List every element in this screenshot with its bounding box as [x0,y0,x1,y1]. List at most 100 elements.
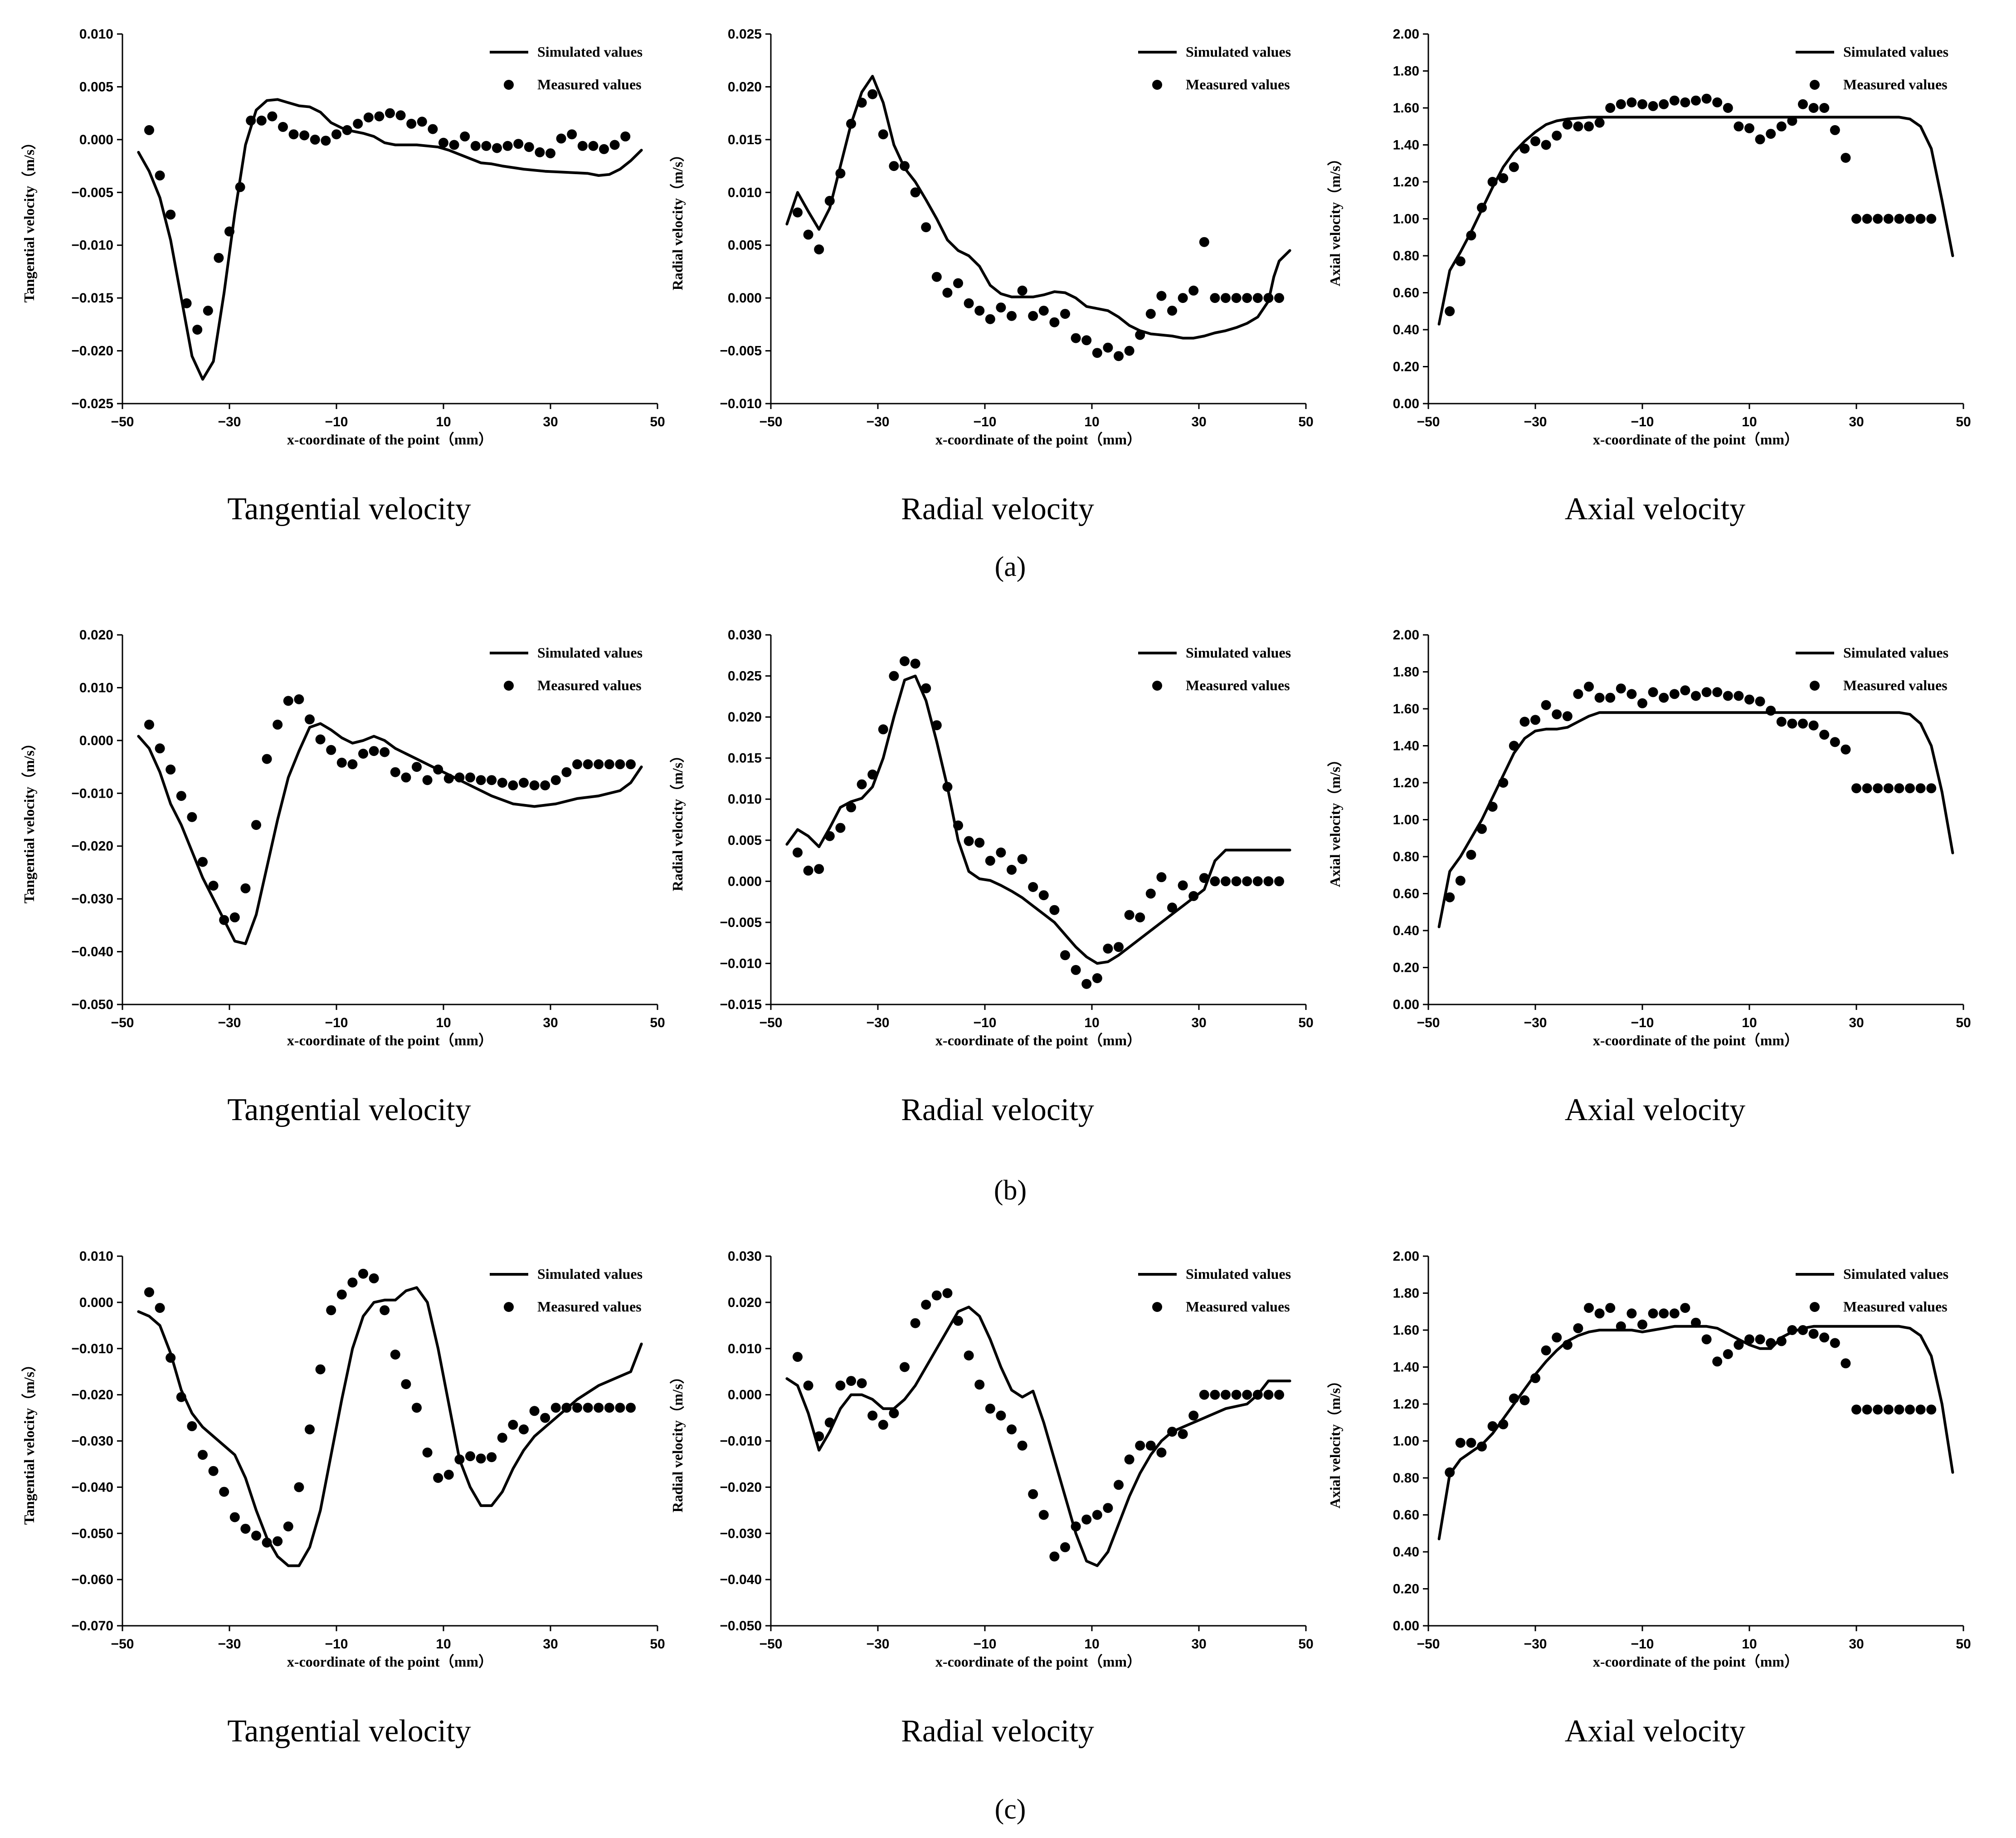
measured-point [144,125,154,135]
measured-point [1445,892,1455,902]
measured-point [931,272,942,282]
measured-point [1926,214,1937,224]
y-tick-label: 0.000 [728,874,762,889]
measured-point [1081,979,1092,989]
measured-point [803,865,813,876]
measured-point [1605,692,1616,703]
y-tick-label: 0.00 [1393,396,1419,411]
measured-point [433,764,443,775]
measured-point [310,134,320,145]
measured-point [1221,293,1231,303]
measured-point [1798,718,1808,729]
x-tick-label: 30 [1191,414,1206,429]
measured-point [857,98,867,108]
chart-b-axial: 0.00 0.20 0.40 0.60 0.80 1.00 1.20 1.40 1.60 1.80… [1327,628,1971,1127]
x-tick-label: 10 [1742,414,1757,429]
measured-point [1252,1389,1263,1400]
measured-point [1915,783,1926,794]
measured-point [513,139,524,149]
measured-point [1252,876,1263,887]
y-tick-label: 0.030 [728,1249,762,1264]
measured-point [1135,912,1145,922]
measured-point [1210,876,1220,887]
x-tick-label: −30 [867,414,890,429]
measured-point [1252,293,1263,303]
y-tick-label: 0.010 [728,792,762,807]
measured-point [262,1537,272,1548]
measured-point [1103,342,1113,353]
measured-point [1734,1340,1744,1350]
measured-point [443,1469,454,1480]
measured-point [374,111,385,122]
measured-point [176,1392,186,1402]
y-tick-label: −0.030 [720,1526,762,1541]
y-tick-label: 0.015 [728,132,762,147]
y-tick-label: 0.010 [728,1341,762,1356]
legend-simulated-label: Simulated values [1843,644,1948,661]
measured-point [857,1378,867,1389]
y-tick-label: 1.80 [1393,1286,1419,1301]
measured-point [583,759,593,770]
x-tick-label: 50 [650,1637,665,1652]
measured-point [294,1482,304,1492]
measured-point [1808,1329,1819,1339]
legend-point-swatch [1152,681,1162,691]
measured-point [1734,691,1744,701]
measured-point [1541,140,1551,150]
measured-point [363,112,374,122]
measured-point [1188,891,1199,901]
measured-point [1199,237,1209,247]
x-tick-label: −50 [111,1637,134,1652]
measured-point [1616,1321,1626,1331]
x-tick-label: 50 [1956,1637,1971,1652]
measured-point [385,108,395,118]
measured-point [1915,1404,1926,1415]
measured-point [422,775,433,785]
measured-point [336,757,347,768]
measured-point [1145,1440,1156,1451]
measured-point [1798,1325,1808,1335]
measured-point [358,1268,368,1279]
y-tick-label: 1.40 [1393,739,1419,754]
measured-point [835,168,846,179]
y-tick-label: 0.025 [728,27,762,42]
y-tick-label: 0.40 [1393,1545,1419,1560]
measured-point [198,857,208,867]
y-tick-label: 0.025 [728,669,762,684]
chart-caption: Axial velocity [1565,492,1746,527]
measured-point [1135,330,1145,340]
measured-point [1680,1303,1690,1313]
y-axis-title: Tangential velocity（m/s） [21,135,37,303]
measured-point [1883,1404,1894,1415]
measured-point [1669,95,1680,106]
measured-point [1007,865,1017,875]
measured-point [1487,802,1498,812]
measured-point [235,182,245,192]
y-tick-label: −0.050 [71,997,113,1012]
y-tick-label: −0.010 [71,786,113,801]
x-axis-title: x-coordinate of the point（mm） [935,1653,1141,1670]
measured-point [1210,1389,1220,1400]
measured-point [144,1287,154,1297]
measured-point [1626,689,1637,699]
measured-point [1007,311,1017,321]
simulated-line [137,1286,643,1567]
measured-point [508,780,518,790]
x-tick-label: −50 [760,1015,783,1030]
measured-point [1017,854,1027,864]
chart-caption: Tangential velocity [227,492,471,527]
y-tick-label: 1.00 [1393,212,1419,227]
x-tick-label: −10 [974,1015,997,1030]
y-tick-label: 0.40 [1393,322,1419,337]
measured-point [550,1403,561,1413]
measured-point [1530,1373,1540,1383]
measured-point [390,1350,400,1360]
x-tick-label: 30 [1849,1637,1864,1652]
x-tick-label: 10 [1084,1015,1099,1030]
x-tick-label: −50 [1417,414,1440,429]
measured-point [572,1403,582,1413]
measured-point [1466,849,1476,860]
measured-point [1894,214,1904,224]
measured-point [1755,1334,1765,1345]
measured-point [1776,717,1787,727]
